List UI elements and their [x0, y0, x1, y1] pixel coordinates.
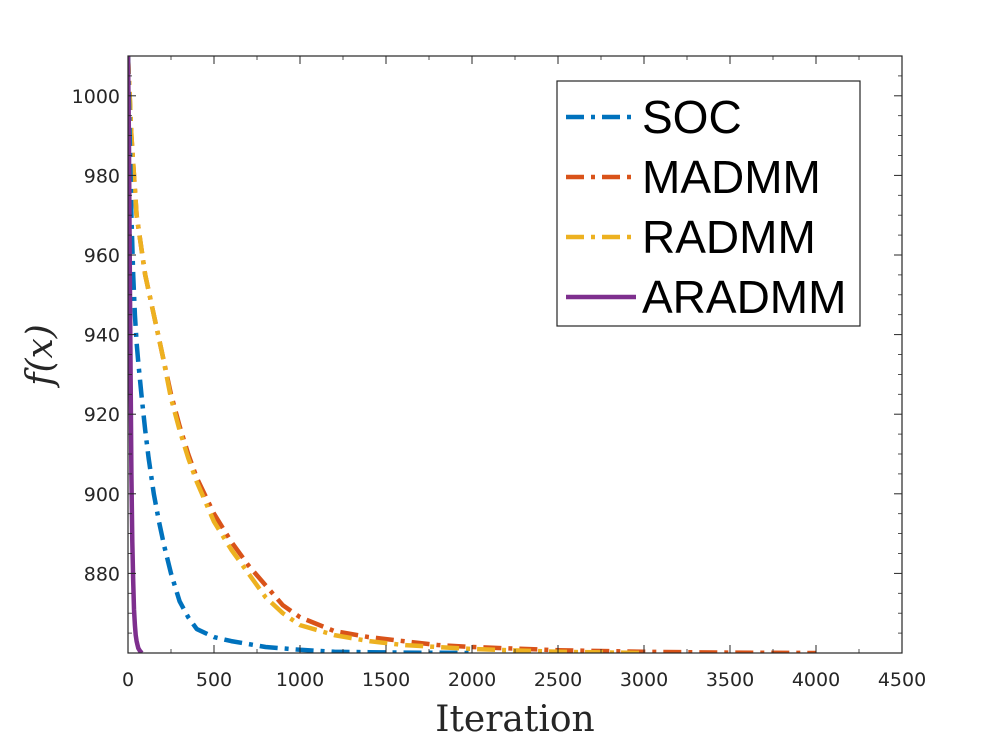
legend-label-aradmm: ARADMM [642, 271, 846, 323]
x-tick-label: 2500 [534, 669, 582, 691]
x-tick-label: 0 [122, 669, 134, 691]
x-tick-label: 500 [196, 669, 232, 691]
y-tick-label: 880 [84, 563, 120, 585]
x-tick-label: 3500 [706, 669, 754, 691]
y-tick-label: 980 [84, 165, 120, 187]
legend-label-madmm: MADMM [642, 151, 821, 203]
x-tick-label: 2000 [448, 669, 496, 691]
y-tick-label: 940 [84, 325, 120, 347]
series-line-radmm [128, 56, 645, 653]
x-axis-title: Iteration [435, 699, 595, 740]
legend: SOC MADMM RADMM ARADMM [556, 80, 861, 327]
legend-box [556, 80, 861, 327]
x-tick-label: 3000 [620, 669, 668, 691]
y-tick-label: 1000 [72, 86, 120, 108]
legend-label-soc: SOC [642, 91, 742, 143]
series-line-soc [128, 56, 473, 653]
y-tick-label: 900 [84, 484, 120, 506]
y-axis-title: f(x) [20, 324, 61, 389]
y-tick-label: 960 [84, 245, 120, 267]
ticks-layer: 0 500 1000 1500 2000 2500 3000 3500 4000 4500 880 9… [72, 56, 926, 691]
x-tick-label: 1500 [362, 669, 410, 691]
y-tick-label: 920 [84, 404, 120, 426]
x-tick-label: 4500 [878, 669, 926, 691]
x-tick-label: 4000 [792, 669, 840, 691]
legend-items: SOC MADMM RADMM ARADMM [566, 91, 846, 323]
legend-label-radmm: RADMM [642, 211, 816, 263]
x-tick-label: 1000 [276, 669, 324, 691]
